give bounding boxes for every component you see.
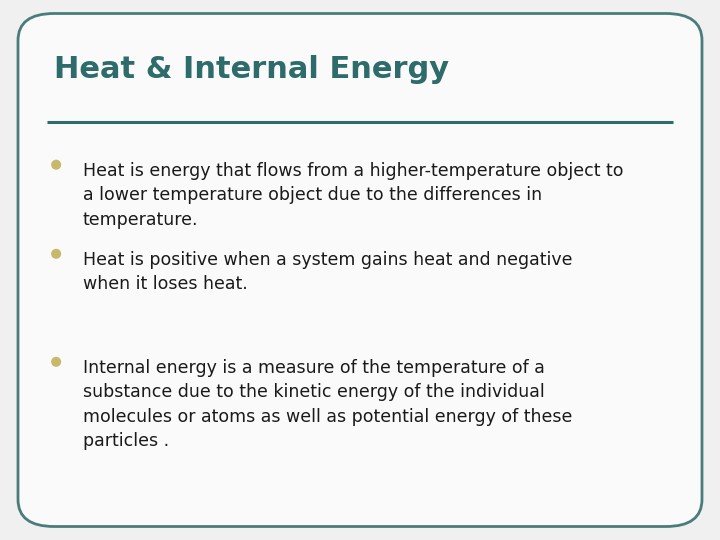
Text: Heat is positive when a system gains heat and negative
when it loses heat.: Heat is positive when a system gains hea…: [83, 251, 572, 293]
Ellipse shape: [52, 249, 60, 258]
Text: Internal energy is a measure of the temperature of a
substance due to the kineti: Internal energy is a measure of the temp…: [83, 359, 572, 450]
FancyBboxPatch shape: [18, 14, 702, 526]
Text: Heat is energy that flows from a higher-temperature object to
a lower temperatur: Heat is energy that flows from a higher-…: [83, 162, 624, 228]
Text: Heat & Internal Energy: Heat & Internal Energy: [54, 55, 449, 84]
Ellipse shape: [52, 357, 60, 366]
Ellipse shape: [52, 160, 60, 169]
